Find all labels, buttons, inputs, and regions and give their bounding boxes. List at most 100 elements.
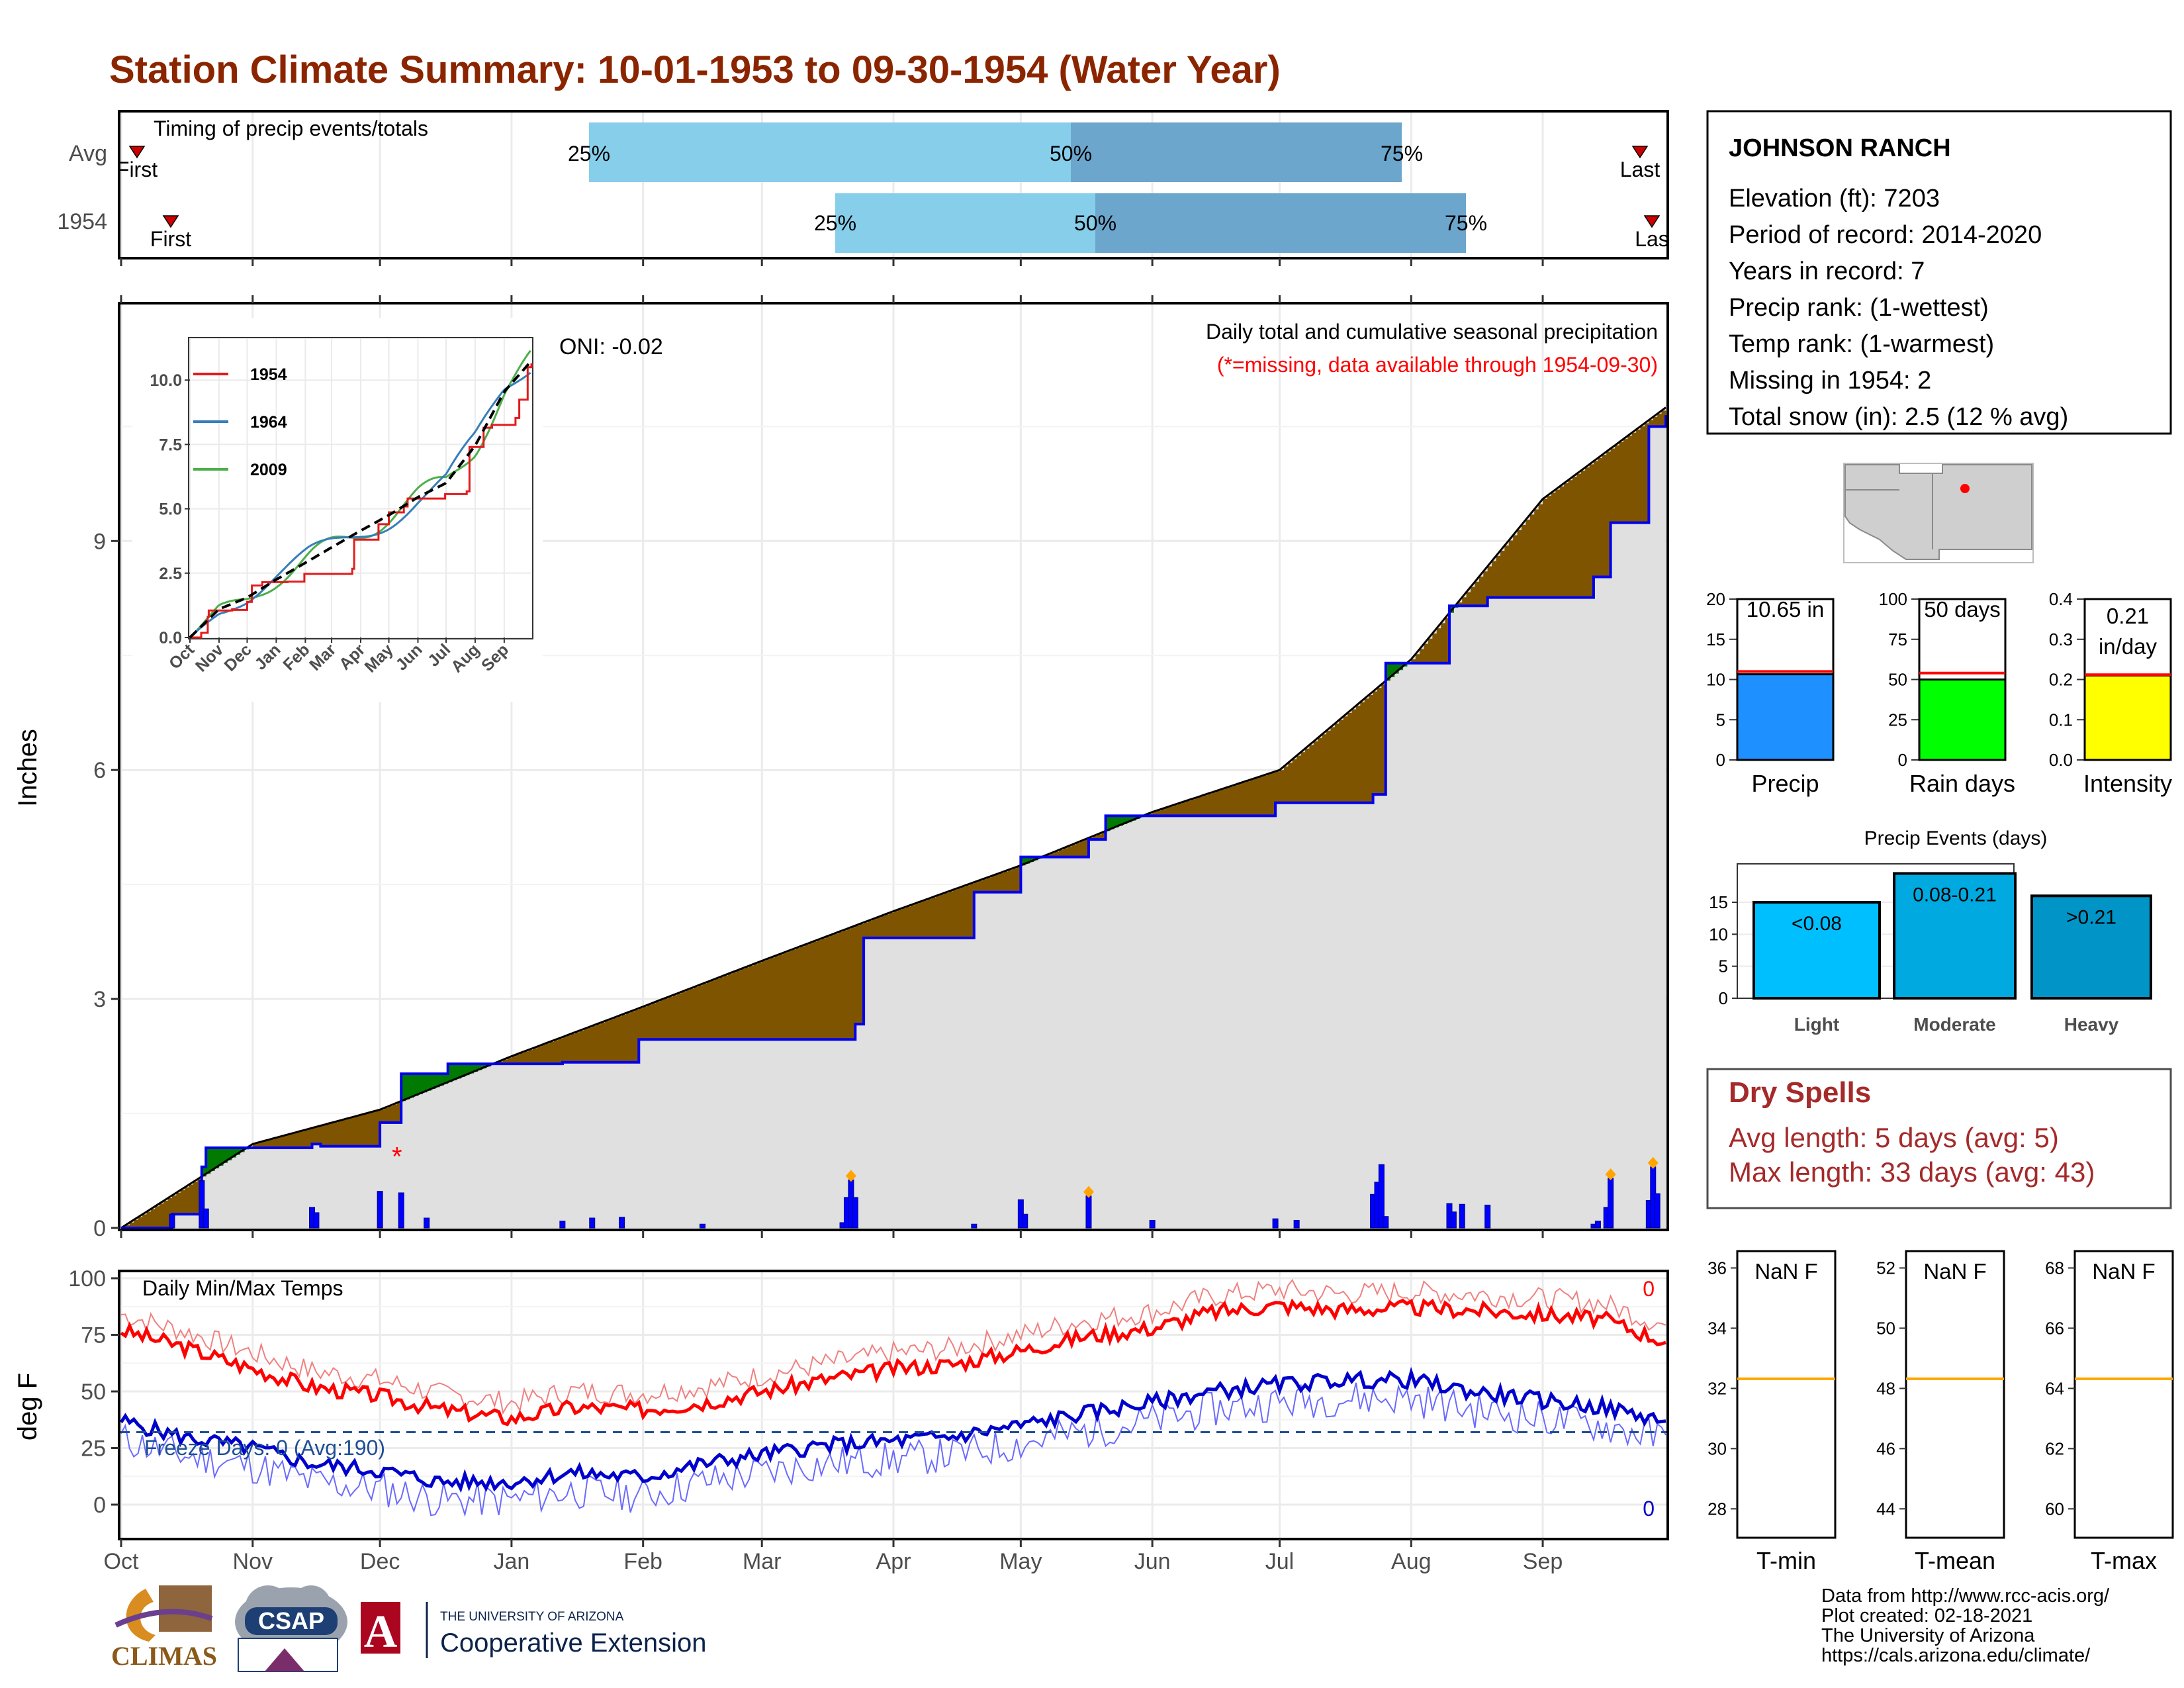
- below-average-segment: [134, 1219, 139, 1228]
- daily-precip-bar: [971, 1223, 978, 1229]
- below-average-segment: [825, 937, 831, 1040]
- station-name: JOHNSON RANCH: [1729, 134, 1951, 162]
- precip-panel: * 0 3 6 9 Inches Daily total and cumulative…: [13, 258, 1669, 1241]
- below-average-segment: [185, 1187, 190, 1215]
- below-average-segment: [1186, 800, 1191, 816]
- below-average-segment: [1275, 771, 1281, 803]
- below-average-segment: [1101, 832, 1107, 840]
- below-average-segment: [1640, 426, 1645, 523]
- below-average-segment: [1636, 429, 1641, 523]
- first-event-label: First: [150, 227, 191, 251]
- summary-value-label: 10.65 in: [1747, 597, 1824, 622]
- timing-p25-label: 25%: [814, 211, 856, 235]
- below-average-segment: [1063, 848, 1068, 857]
- below-average-segment: [948, 891, 954, 938]
- summary-value-unit: in/day: [2099, 634, 2158, 659]
- below-average-segment: [668, 996, 674, 1040]
- below-average-segment: [592, 1025, 597, 1062]
- temp-box-value: NaN F: [1754, 1259, 1817, 1284]
- below-average-segment: [180, 1190, 185, 1215]
- daily-precip-bar: [1085, 1196, 1092, 1229]
- below-average-segment: [1080, 841, 1085, 857]
- month-label-mar: Mar: [743, 1549, 782, 1574]
- min-temp-climatology-line: [120, 1382, 1666, 1517]
- temp-y-tick-label: 75: [81, 1323, 106, 1348]
- below-average-segment: [741, 968, 746, 1040]
- station-box: JOHNSON RANCH Elevation (ft): 7203 Perio…: [1706, 110, 2172, 435]
- daily-precip-bar: [1608, 1178, 1614, 1229]
- below-average-segment: [846, 929, 852, 1040]
- daily-precip-bar: [852, 1197, 858, 1229]
- events-bar-label: Heavy: [2064, 1014, 2119, 1035]
- events-y-tick-label: 10: [1709, 924, 1728, 944]
- events-bar-label: Light: [1794, 1014, 1839, 1035]
- below-average-segment: [532, 1048, 537, 1064]
- below-average-segment: [1479, 577, 1484, 606]
- above-average-segment: [435, 1074, 440, 1088]
- below-average-segment: [872, 919, 877, 938]
- below-average-segment: [626, 1013, 631, 1062]
- inset-legend-label: 1964: [250, 413, 287, 432]
- below-average-segment: [647, 1005, 653, 1040]
- below-average-segment: [511, 1056, 516, 1064]
- timing-p25-label: 25%: [568, 142, 610, 165]
- above-average-segment: [452, 1064, 457, 1081]
- below-average-segment: [545, 1043, 551, 1064]
- below-average-segment: [588, 1027, 593, 1062]
- below-average-segment: [1075, 843, 1081, 857]
- below-average-segment: [363, 1114, 368, 1147]
- below-average-segment: [1432, 633, 1437, 663]
- station-period: Period of record: 2014-2020: [1729, 221, 2042, 249]
- below-average-segment: [1377, 688, 1382, 795]
- above-average-segment: [206, 1147, 211, 1174]
- below-average-segment: [1483, 571, 1488, 606]
- below-average-segment: [579, 1030, 584, 1062]
- temp-box-y-tick-label: 66: [2045, 1318, 2064, 1338]
- daily-precip-bar: [203, 1208, 209, 1229]
- below-average-segment: [1415, 654, 1420, 663]
- daily-precip-bar: [1017, 1199, 1024, 1229]
- below-average-segment: [952, 890, 958, 938]
- below-average-segment: [359, 1115, 364, 1147]
- below-average-segment: [150, 1209, 156, 1228]
- below-average-segment: [193, 1182, 199, 1215]
- dry-spells-avg: Avg length: 5 days (avg: 5): [1729, 1122, 2059, 1153]
- below-average-segment: [291, 1133, 296, 1148]
- above-average-segment: [218, 1147, 224, 1166]
- below-average-segment: [1428, 638, 1433, 663]
- below-average-segment: [1288, 763, 1293, 803]
- below-average-segment: [1165, 808, 1170, 816]
- below-average-segment: [1585, 467, 1590, 598]
- below-average-segment: [1508, 540, 1514, 598]
- below-average-segment: [1644, 423, 1649, 523]
- month-label-jan: Jan: [493, 1549, 529, 1574]
- timing-p50-label: 50%: [1050, 142, 1092, 165]
- below-average-segment: [613, 1017, 618, 1062]
- daily-precip-bar: [1293, 1219, 1300, 1229]
- daily-precip-bar: [169, 1213, 175, 1229]
- below-average-segment: [604, 1021, 610, 1062]
- below-average-segment: [1627, 436, 1633, 523]
- below-average-segment: [554, 1040, 559, 1064]
- above-average-segment: [465, 1064, 470, 1076]
- summary-bar-precip: [1736, 673, 1835, 761]
- above-average-segment: [1021, 857, 1026, 866]
- csap-logo: CSAP: [235, 1585, 347, 1672]
- below-average-segment: [944, 892, 949, 938]
- temp-y-tick-label: 100: [68, 1266, 106, 1291]
- below-average-segment: [901, 908, 907, 938]
- temp-box-y-tick-label: 30: [1707, 1438, 1727, 1458]
- below-average-segment: [1216, 790, 1221, 816]
- below-average-segment: [1246, 781, 1251, 816]
- below-average-segment: [1067, 846, 1072, 857]
- below-average-segment: [838, 931, 843, 1040]
- last-event-marker: [1631, 146, 1649, 159]
- above-average-segment: [401, 1074, 406, 1102]
- inset-legend-label: 2009: [250, 461, 287, 479]
- summary-bar-intensity: [2083, 674, 2172, 761]
- last-event-label: Las: [1635, 227, 1669, 251]
- temp-box-label-t-mean: T-mean: [1915, 1547, 1995, 1574]
- missing-data-marker: *: [392, 1142, 402, 1171]
- below-average-segment: [991, 876, 996, 892]
